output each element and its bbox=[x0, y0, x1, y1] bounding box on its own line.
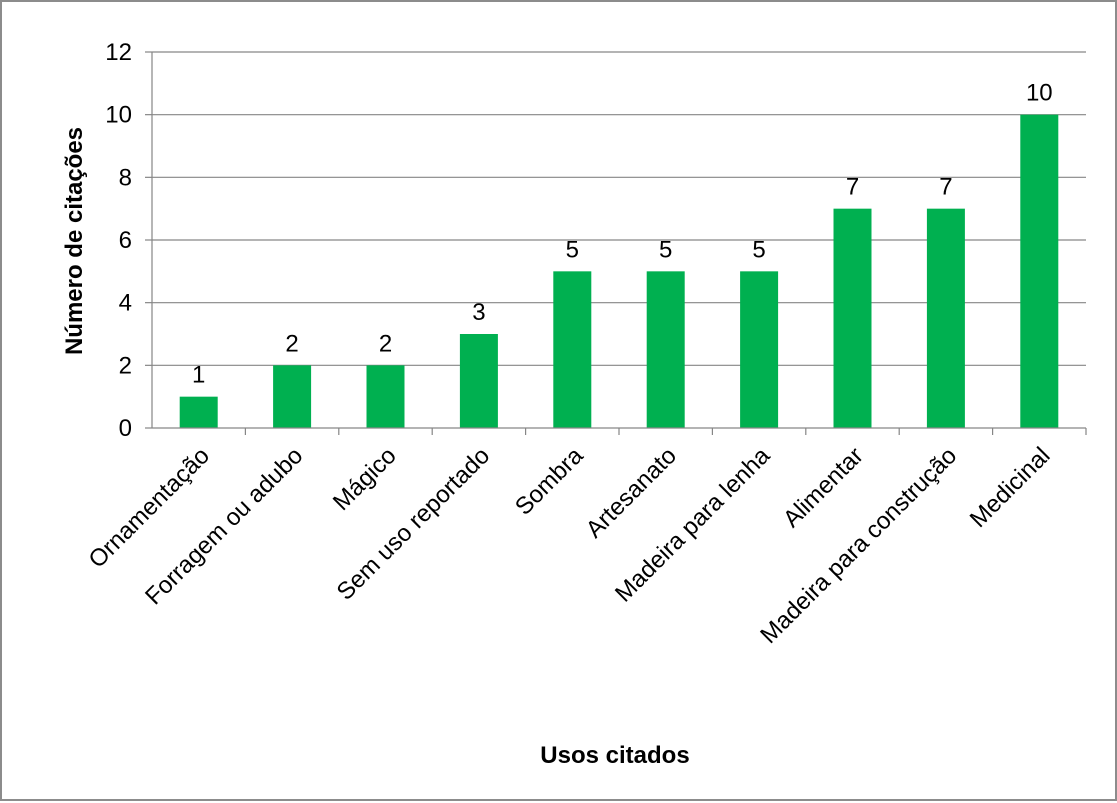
x-tick-label: Sombra bbox=[510, 442, 589, 521]
x-tick-label: Madeira para construção bbox=[755, 442, 962, 649]
x-tick-label: Madeira para lenha bbox=[610, 442, 776, 608]
data-label: 1 bbox=[192, 362, 205, 389]
x-tick-label: Sem uso reportado bbox=[332, 442, 495, 605]
data-label: 5 bbox=[752, 236, 765, 263]
bar bbox=[833, 208, 872, 428]
x-tick-label: Artesanato bbox=[581, 442, 682, 543]
x-tick-label: Forragem ou adubo bbox=[140, 442, 308, 610]
bar bbox=[646, 271, 685, 428]
data-label: 5 bbox=[659, 236, 672, 263]
y-tick-label: 8 bbox=[119, 164, 132, 191]
y-tick-label: 4 bbox=[119, 290, 132, 317]
x-tick-label: Medicinal bbox=[965, 442, 1056, 533]
data-label: 3 bbox=[472, 299, 485, 326]
data-label: 7 bbox=[939, 174, 952, 201]
bars bbox=[179, 114, 1059, 429]
axes bbox=[145, 51, 1087, 435]
data-label: 2 bbox=[285, 330, 298, 357]
bar bbox=[366, 365, 405, 428]
y-tick-label: 6 bbox=[119, 227, 132, 254]
y-tick-label: 12 bbox=[105, 39, 132, 66]
bar bbox=[273, 365, 312, 428]
data-label: 2 bbox=[379, 330, 392, 357]
bar bbox=[179, 396, 218, 428]
y-tick-label: 2 bbox=[119, 352, 132, 379]
x-tick-label: Alimentar bbox=[778, 442, 869, 533]
data-label: 5 bbox=[566, 236, 579, 263]
x-tick-label: Mágico bbox=[328, 442, 402, 516]
bar bbox=[553, 271, 592, 428]
y-axis-title: Número de citações bbox=[61, 127, 88, 355]
data-label: 10 bbox=[1026, 80, 1053, 107]
bar bbox=[1020, 114, 1059, 429]
x-axis-title: Usos citados bbox=[540, 742, 689, 769]
y-tick-label: 0 bbox=[119, 415, 132, 442]
bar bbox=[459, 334, 498, 428]
bar bbox=[926, 208, 965, 428]
data-label: 7 bbox=[846, 174, 859, 201]
bar bbox=[740, 271, 779, 428]
y-tick-label: 10 bbox=[105, 102, 132, 129]
